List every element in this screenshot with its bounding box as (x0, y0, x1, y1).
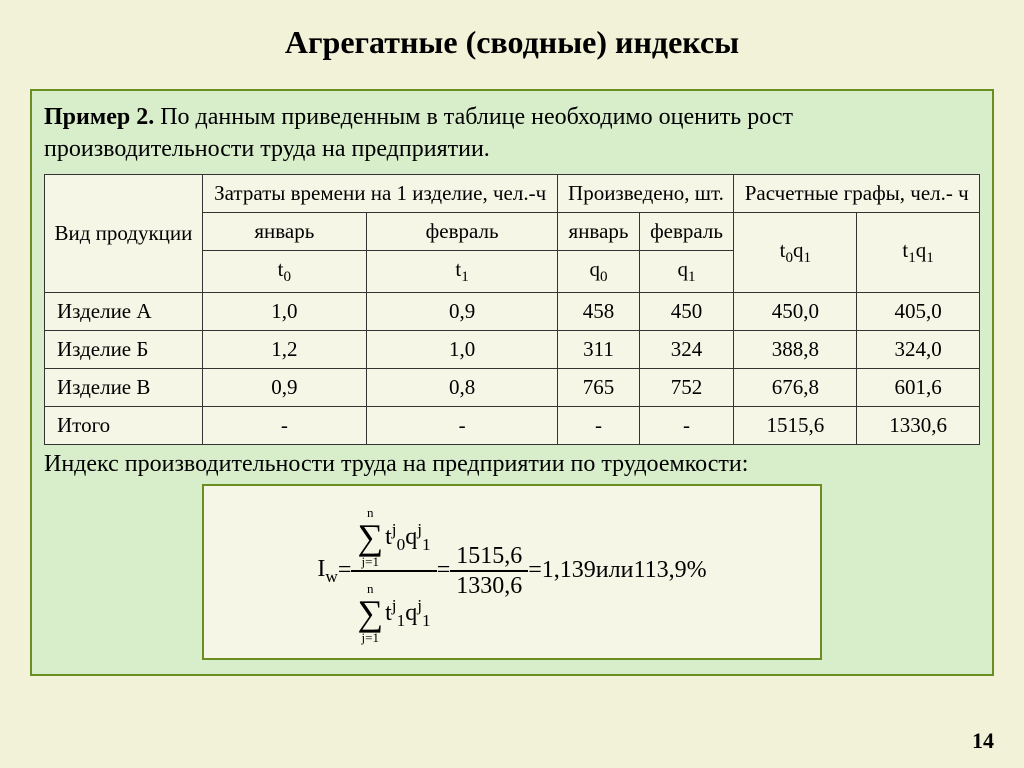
col-jan-q: январь (558, 212, 639, 250)
cell-name: Итого (45, 406, 203, 444)
cell: 311 (558, 330, 639, 368)
cell: 1,0 (366, 330, 558, 368)
cell: - (202, 406, 366, 444)
cell: 405,0 (857, 292, 980, 330)
cell: 388,8 (734, 330, 857, 368)
cell-name: Изделие А (45, 292, 203, 330)
cell: 0,9 (366, 292, 558, 330)
table-header-row-1: Вид продукции Затраты времени на 1 издел… (45, 174, 980, 212)
col-group-calc: Расчетные графы, чел.- ч (734, 174, 980, 212)
table-row-total: Итого - - - - 1515,6 1330,6 (45, 406, 980, 444)
example-label: Пример 2. (44, 104, 154, 130)
cell: 450,0 (734, 292, 857, 330)
result-value: 1,139 (542, 557, 596, 584)
cell: 450 (639, 292, 734, 330)
cell: 0,8 (366, 368, 558, 406)
col-t1q1: t1q1 (857, 212, 980, 292)
table-row: Изделие А 1,0 0,9 458 450 450,0 405,0 (45, 292, 980, 330)
value-fraction: 1515,6 1330,6 (450, 542, 528, 600)
col-group-qty: Произведено, шт. (558, 174, 734, 212)
equals: = (528, 557, 542, 584)
example-body: По данным приведенным в таблице необходи… (44, 104, 793, 162)
value-num: 1515,6 (450, 542, 528, 570)
cell: 324,0 (857, 330, 980, 368)
cell-name: Изделие Б (45, 330, 203, 368)
cell: 324 (639, 330, 734, 368)
col-t1: t1 (366, 250, 558, 292)
cell: - (639, 406, 734, 444)
col-feb-t: февраль (366, 212, 558, 250)
cell: 1330,6 (857, 406, 980, 444)
cell: 1,2 (202, 330, 366, 368)
cell: 1,0 (202, 292, 366, 330)
table-row: Изделие Б 1,2 1,0 311 324 388,8 324,0 (45, 330, 980, 368)
sigma-icon: ∑ (357, 595, 383, 631)
page-number: 14 (972, 728, 994, 754)
cell: 752 (639, 368, 734, 406)
col-t0: t0 (202, 250, 366, 292)
example-text: Пример 2. По данным приведенным в таблиц… (44, 101, 980, 166)
cell: - (558, 406, 639, 444)
col-t0q1: t0q1 (734, 212, 857, 292)
result-percent: 113,9% (633, 557, 706, 584)
cell: 0,9 (202, 368, 366, 406)
col-jan-t: январь (202, 212, 366, 250)
col-q0: q0 (558, 250, 639, 292)
formula-lhs: Iw (317, 556, 337, 587)
col-feb-q: февраль (639, 212, 734, 250)
data-table: Вид продукции Затраты времени на 1 издел… (44, 174, 980, 445)
slide-title: Агрегатные (сводные) индексы (30, 24, 994, 61)
cell: 765 (558, 368, 639, 406)
col-group-time: Затраты времени на 1 изделие, чел.-ч (202, 174, 558, 212)
cell: 676,8 (734, 368, 857, 406)
equals: = (338, 557, 352, 584)
cell: 458 (558, 292, 639, 330)
content-box: Пример 2. По данным приведенным в таблиц… (30, 89, 994, 676)
slide: Агрегатные (сводные) индексы Пример 2. П… (0, 0, 1024, 768)
big-fraction: n ∑ j=1 tj0qj1 n ∑ j=1 (351, 496, 436, 646)
equals: = (437, 557, 451, 584)
value-den: 1330,6 (450, 570, 528, 600)
big-frac-den: n ∑ j=1 tj1qj1 (351, 570, 436, 646)
formula-box: Iw = n ∑ j=1 tj0qj1 (202, 484, 822, 660)
sigma-icon: ∑ (357, 519, 383, 555)
table-row: Изделие В 0,9 0,8 765 752 676,8 601,6 (45, 368, 980, 406)
cell: 1515,6 (734, 406, 857, 444)
cell-name: Изделие В (45, 368, 203, 406)
big-frac-num: n ∑ j=1 tj0qj1 (351, 496, 436, 570)
cell: 601,6 (857, 368, 980, 406)
cell: - (366, 406, 558, 444)
col-q1: q1 (639, 250, 734, 292)
formula-caption: Индекс производительности труда на предп… (44, 451, 980, 478)
col-product: Вид продукции (45, 174, 203, 292)
or-text: или (596, 557, 634, 584)
